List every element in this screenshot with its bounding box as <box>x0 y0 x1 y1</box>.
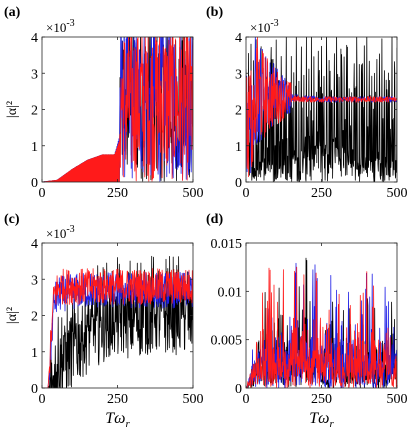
exponent-label: ×10-3 <box>46 18 75 35</box>
y-tick-label: 2 <box>235 104 242 119</box>
y-tick-label: 3 <box>235 67 242 82</box>
panel-label: (b) <box>206 5 223 20</box>
exponent-power: -3 <box>270 18 278 29</box>
y-tick-label: 1 <box>31 346 38 361</box>
x-tick-label: 500 <box>183 392 204 407</box>
panel-b: 0 250 500 0 1 2 3 4 ×10-3 (b) <box>206 5 408 201</box>
exponent-label: ×10-3 <box>46 224 75 241</box>
x-axis-label: Tωr <box>105 410 130 430</box>
y-tick-label: 0 <box>31 382 38 397</box>
series-red-line <box>42 268 193 388</box>
y-tick-label: 0.005 <box>211 334 243 349</box>
y-tick-label: 3 <box>31 67 38 82</box>
x-tick-label: 250 <box>311 392 332 407</box>
x-tick-label: 0 <box>39 186 46 201</box>
series-black-line <box>246 37 397 182</box>
y-tick-label: 1 <box>235 140 242 155</box>
y-tick-label: 4 <box>31 31 38 46</box>
y-tick-label: 0.015 <box>211 237 243 252</box>
x-tick-label: 0 <box>243 186 250 201</box>
x-tick-label: 500 <box>387 186 408 201</box>
y-tick-label: 0 <box>235 176 242 191</box>
x-tick-label: 250 <box>107 186 128 201</box>
y-tick-label: 4 <box>235 31 242 46</box>
y-tick-label: 2 <box>31 104 38 119</box>
x-tick-label: 250 <box>311 186 332 201</box>
series-red-line <box>42 37 193 182</box>
y-tick-label: 1 <box>31 140 38 155</box>
series-group <box>246 37 397 182</box>
y-tick-label: 0.01 <box>218 285 243 300</box>
y-tick-label: 4 <box>31 237 38 252</box>
exponent-label: ×10-3 <box>250 18 279 35</box>
y-tick-label: 0 <box>235 382 242 397</box>
y-tick-label: 2 <box>31 310 38 325</box>
series-group <box>42 37 193 182</box>
exponent-power: -3 <box>66 224 74 235</box>
panel-label: (d) <box>206 212 223 227</box>
y-axis-label: |α|² <box>5 101 20 118</box>
y-tick-label: 0 <box>31 176 38 191</box>
y-tick-label: 3 <box>31 273 38 288</box>
x-tick-label: 500 <box>183 186 204 201</box>
x-tick-label: 500 <box>387 392 408 407</box>
series-group <box>246 257 397 388</box>
x-axis-label-sub: r <box>125 418 130 430</box>
x-axis-label: Tωr <box>309 410 334 430</box>
exponent-power: -3 <box>66 18 74 29</box>
series-group <box>42 255 193 388</box>
series-red-line <box>246 266 397 388</box>
series-red-line <box>246 37 397 178</box>
y-axis-label: |α|² <box>5 307 20 324</box>
x-tick-label: 0 <box>39 392 46 407</box>
panel-a: 0 250 500 0 1 2 3 4 ×10-3 (a) |α|² <box>4 5 204 201</box>
panel-label: (c) <box>4 212 20 227</box>
panel-d: 0 250 500 0 0.005 0.01 0.015 (d) Tωr <box>206 212 408 430</box>
x-tick-label: 0 <box>243 392 250 407</box>
x-tick-label: 250 <box>107 392 128 407</box>
x-axis-label-sub: r <box>329 418 334 430</box>
panel-c: 0 250 500 0 1 2 3 4 ×10-3 (c) |α|² Tωr <box>4 212 204 430</box>
panel-label: (a) <box>4 5 21 20</box>
